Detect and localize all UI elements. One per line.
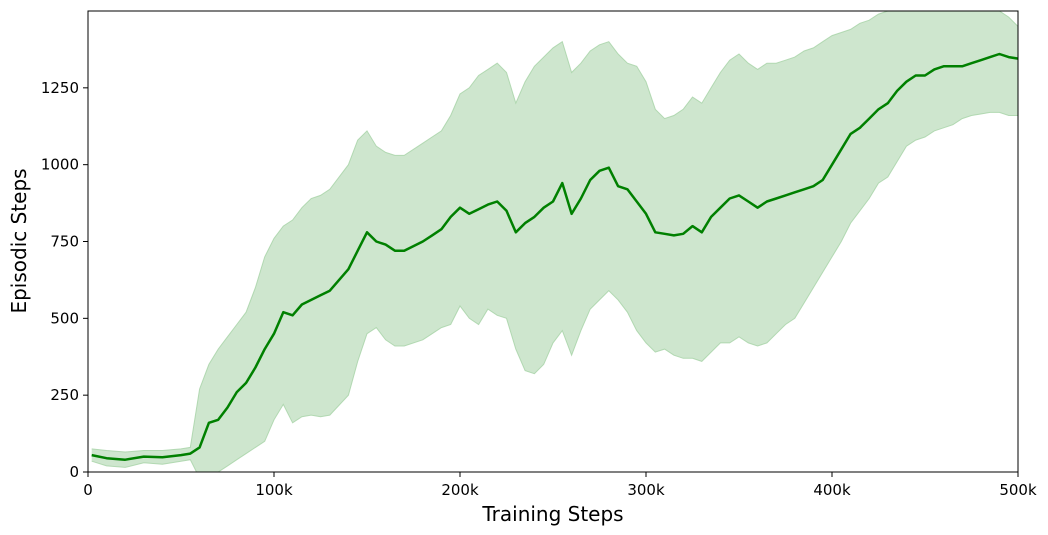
- y-tick-label: 1000: [41, 156, 79, 174]
- y-axis: 0 250 500 750 1000 1250: [41, 79, 88, 481]
- y-tick-label: 1250: [41, 79, 79, 97]
- mean-line: [91, 52, 1018, 461]
- x-axis: 0 100k 200k 300k 400k 500k: [83, 472, 1037, 499]
- y-tick-label: 0: [69, 463, 79, 481]
- x-tick-label: 400k: [813, 481, 851, 499]
- band-upper-edge: [91, 11, 1018, 453]
- x-tick-label: 100k: [255, 481, 293, 499]
- x-tick-label: 500k: [999, 481, 1037, 499]
- y-tick-label: 250: [50, 386, 79, 404]
- x-tick-label: 200k: [441, 481, 479, 499]
- y-axis-title: Episodic Steps: [7, 168, 31, 313]
- std-band: [91, 11, 1018, 472]
- x-tick-label: 0: [83, 481, 93, 499]
- band-lower-edge: [91, 111, 1018, 472]
- plot-area: [91, 11, 1018, 472]
- x-tick-label: 300k: [627, 481, 665, 499]
- y-tick-label: 750: [50, 233, 79, 251]
- x-axis-title: Training Steps: [481, 502, 623, 526]
- y-tick-label: 500: [50, 309, 79, 327]
